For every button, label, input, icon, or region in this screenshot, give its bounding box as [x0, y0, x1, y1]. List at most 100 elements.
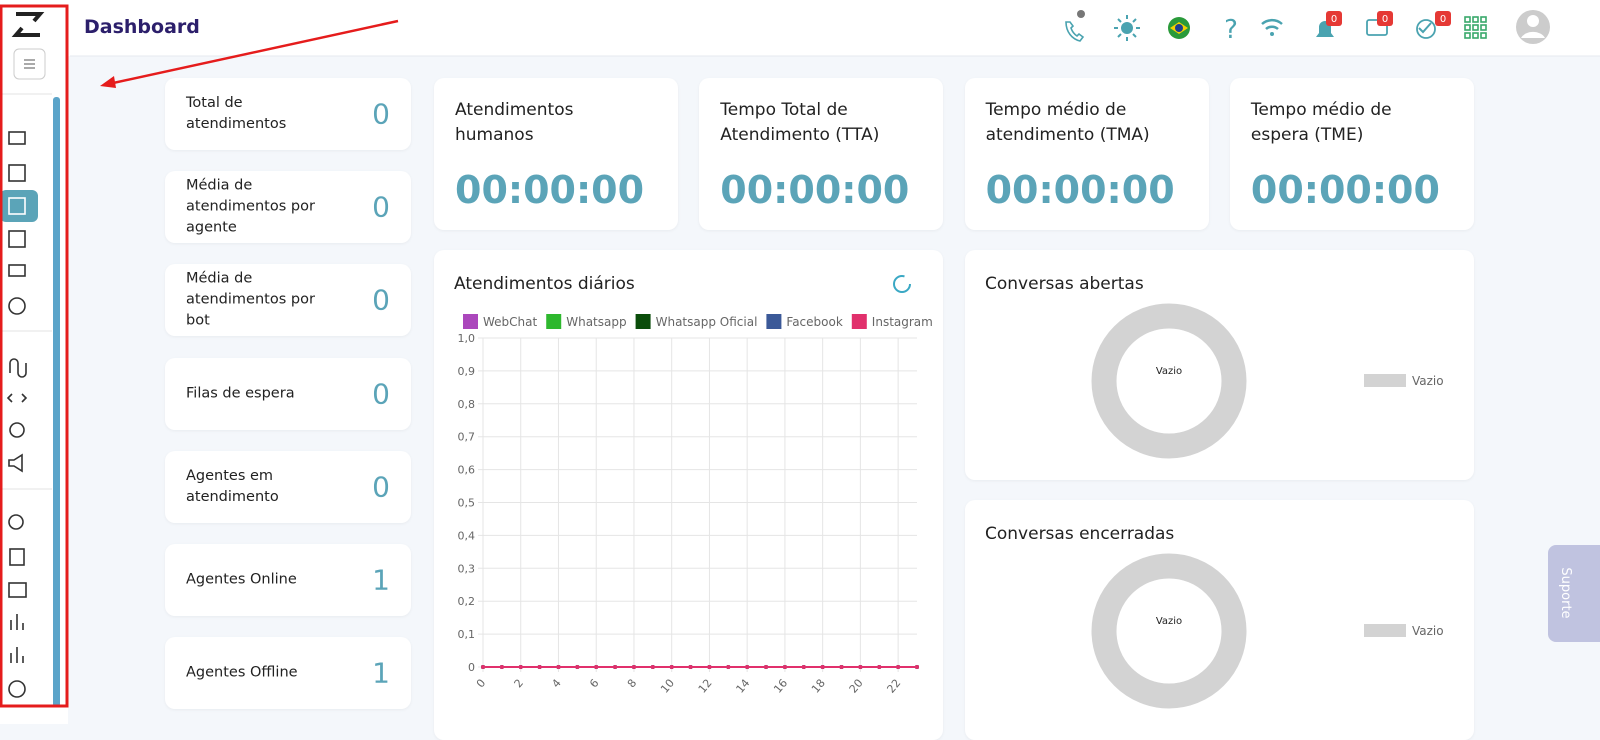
apps-icon[interactable] — [1464, 16, 1487, 39]
data-point — [707, 665, 712, 669]
nav-kanban[interactable] — [8, 164, 26, 182]
data-point — [839, 665, 844, 669]
nav-campaign[interactable] — [8, 453, 23, 473]
x-tick-label: 4 — [549, 677, 563, 691]
stat-label: Filas de espera — [186, 385, 295, 402]
stat-value: 0 — [372, 377, 390, 411]
stat-card: Agentes em atendimento 0 — [165, 450, 411, 523]
y-tick-label: 0,9 — [458, 365, 476, 378]
nav-flow[interactable] — [9, 358, 27, 378]
data-point — [726, 665, 731, 669]
nav-reports[interactable] — [8, 230, 26, 248]
flag-globe — [1175, 24, 1183, 32]
legend-label: WebChat — [483, 315, 538, 329]
data-point — [764, 665, 769, 669]
x-tick-label: 14 — [734, 677, 753, 696]
x-tick-label: 22 — [884, 677, 903, 696]
data-point — [631, 665, 636, 669]
badge — [1326, 11, 1342, 26]
chart-title: Atendimentos diários — [454, 274, 635, 294]
data-point — [801, 665, 806, 669]
y-tick-label: 0,3 — [458, 562, 476, 575]
avatar-head — [1527, 15, 1539, 27]
nav-clipboard[interactable] — [9, 548, 25, 566]
legend-swatch — [635, 314, 651, 329]
data-point — [745, 665, 750, 669]
legend-swatch — [766, 314, 782, 329]
arrow-head — [100, 76, 116, 88]
time-card-label: Tempo Total de Atendimento (TTA) — [720, 100, 880, 145]
check-icon[interactable] — [1418, 22, 1432, 34]
nav-chat[interactable] — [8, 131, 26, 145]
badge-count: 0 — [1382, 14, 1388, 25]
nav-api[interactable] — [6, 393, 28, 403]
x-tick-label: 10 — [658, 677, 677, 696]
stat-card: Agentes Offline 1 — [165, 637, 411, 710]
data-point — [481, 665, 485, 669]
support-label[interactable]: Suporte — [1558, 567, 1573, 618]
legend-swatch — [1364, 374, 1406, 387]
nav-icons — [6, 131, 28, 698]
data-point — [650, 665, 655, 669]
nav-history[interactable] — [8, 680, 26, 698]
y-tick-label: 1,0 — [458, 332, 476, 345]
data-point — [877, 665, 882, 669]
legend-label: Whatsapp — [566, 315, 626, 329]
data-point — [594, 665, 599, 669]
y-tick-label: 0,7 — [458, 431, 476, 444]
page-title: Dashboard — [84, 16, 200, 38]
refresh-button[interactable] — [893, 275, 911, 293]
x-tick-label: 20 — [847, 677, 866, 696]
time-card-value: 00:00:00 — [455, 168, 645, 212]
legend-swatch — [463, 314, 478, 329]
nav-dashboard[interactable] — [8, 197, 26, 215]
scrollbar[interactable] — [53, 97, 60, 707]
donut-card: Conversas encerradas Vazio Vazio — [965, 500, 1474, 740]
wifi-icon[interactable] — [1261, 19, 1283, 31]
nav-bot[interactable] — [9, 422, 25, 438]
ui: Dashboard ? 0 0 0 Suporte — [0, 0, 1600, 724]
data-point — [556, 665, 561, 669]
legend-label: Vazio — [1412, 374, 1444, 388]
data-point — [688, 665, 693, 669]
data-point — [858, 665, 863, 669]
data-point — [537, 665, 542, 669]
support-tab[interactable] — [1548, 545, 1600, 642]
help-icon[interactable]: ? — [1224, 15, 1238, 45]
data-point — [575, 665, 580, 669]
stat-label: Agentes em atendimento — [186, 467, 279, 505]
theme-icon[interactable] — [1121, 22, 1133, 34]
legend-label: Whatsapp Oficial — [656, 315, 758, 329]
stat-value: 0 — [372, 283, 390, 317]
nav-files[interactable] — [8, 582, 27, 598]
donut-title: Conversas encerradas — [985, 524, 1174, 544]
phone-icon[interactable] — [1065, 21, 1085, 42]
logo[interactable] — [11, 12, 45, 37]
nav-check[interactable] — [8, 297, 26, 315]
donut-center-label: Vazio — [1156, 366, 1182, 377]
badge-count: 0 — [1331, 14, 1337, 25]
stat-label: Agentes Online — [186, 571, 297, 588]
x-tick-label: 6 — [587, 677, 601, 691]
nav-stats[interactable] — [10, 614, 24, 630]
y-tick-label: 0,4 — [458, 529, 476, 542]
time-card-value: 00:00:00 — [720, 168, 910, 212]
stat-card: Média de atendimentos por agente 0 — [165, 171, 411, 244]
stat-label: Média de atendimentos por agente — [186, 177, 315, 236]
legend-swatch — [851, 314, 867, 329]
line-chart: Atendimentos diários WebChat Whatsapp Whats… — [454, 274, 933, 696]
y-tick-label: 0,2 — [458, 595, 476, 608]
legend-label: Facebook — [786, 315, 842, 329]
menu-icon — [24, 59, 35, 69]
stat-value: 0 — [372, 97, 390, 131]
data-point — [820, 665, 825, 669]
annotation-box — [0, 4, 69, 708]
y-tick-label: 0,5 — [458, 497, 476, 510]
badge-count: 0 — [1440, 14, 1446, 25]
nav-monitor[interactable] — [8, 264, 26, 277]
nav-stats-2[interactable] — [10, 647, 24, 663]
nav-schedule[interactable] — [8, 514, 24, 530]
x-tick-label: 16 — [771, 677, 790, 696]
annotation-arrow — [103, 19, 399, 87]
wifi-dot — [1270, 32, 1274, 36]
